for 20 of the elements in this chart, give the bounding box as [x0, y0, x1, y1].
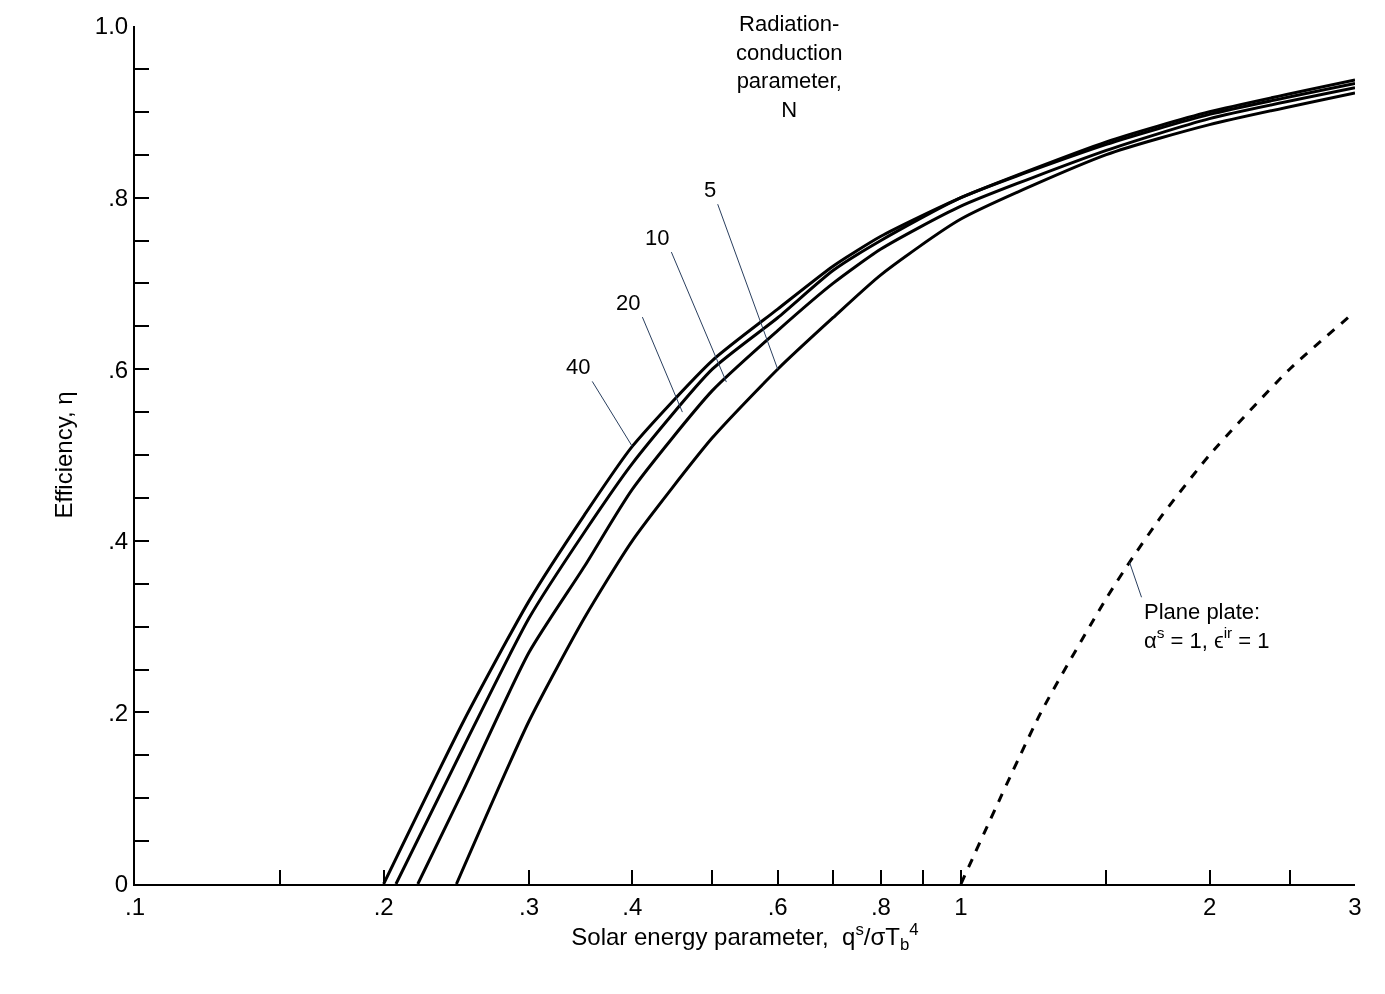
y-tick-label: .8 [108, 184, 129, 211]
x-tick-label: .4 [622, 892, 643, 920]
annotation: 20 [616, 290, 641, 315]
annotation: 40 [566, 354, 591, 379]
y-tick-label: .2 [108, 698, 129, 726]
x-tick-label: .2 [373, 892, 394, 920]
y-tick-label: 1.0 [94, 12, 129, 40]
x-tick-label: 3 [1348, 892, 1362, 920]
annotation: 10 [645, 225, 670, 250]
x-tick-label: .6 [767, 892, 788, 920]
x-tick-label: .3 [519, 892, 540, 920]
x-tick-label: 2 [1202, 892, 1217, 920]
x-tick-label: 1 [954, 892, 968, 920]
legend-title: Radiation- conduction parameter, N [736, 11, 843, 122]
y-axis-title: Efficiency, η [50, 391, 78, 519]
annotation: Plane plate: α$^{s}$ = 1, ϵ$^{ir}$ = 1 [1144, 599, 1270, 653]
annotation: 5 [704, 177, 717, 202]
y-tick-label: .4 [108, 527, 129, 555]
y-tick-label: .6 [108, 355, 129, 383]
x-tick-label: .8 [870, 892, 891, 920]
